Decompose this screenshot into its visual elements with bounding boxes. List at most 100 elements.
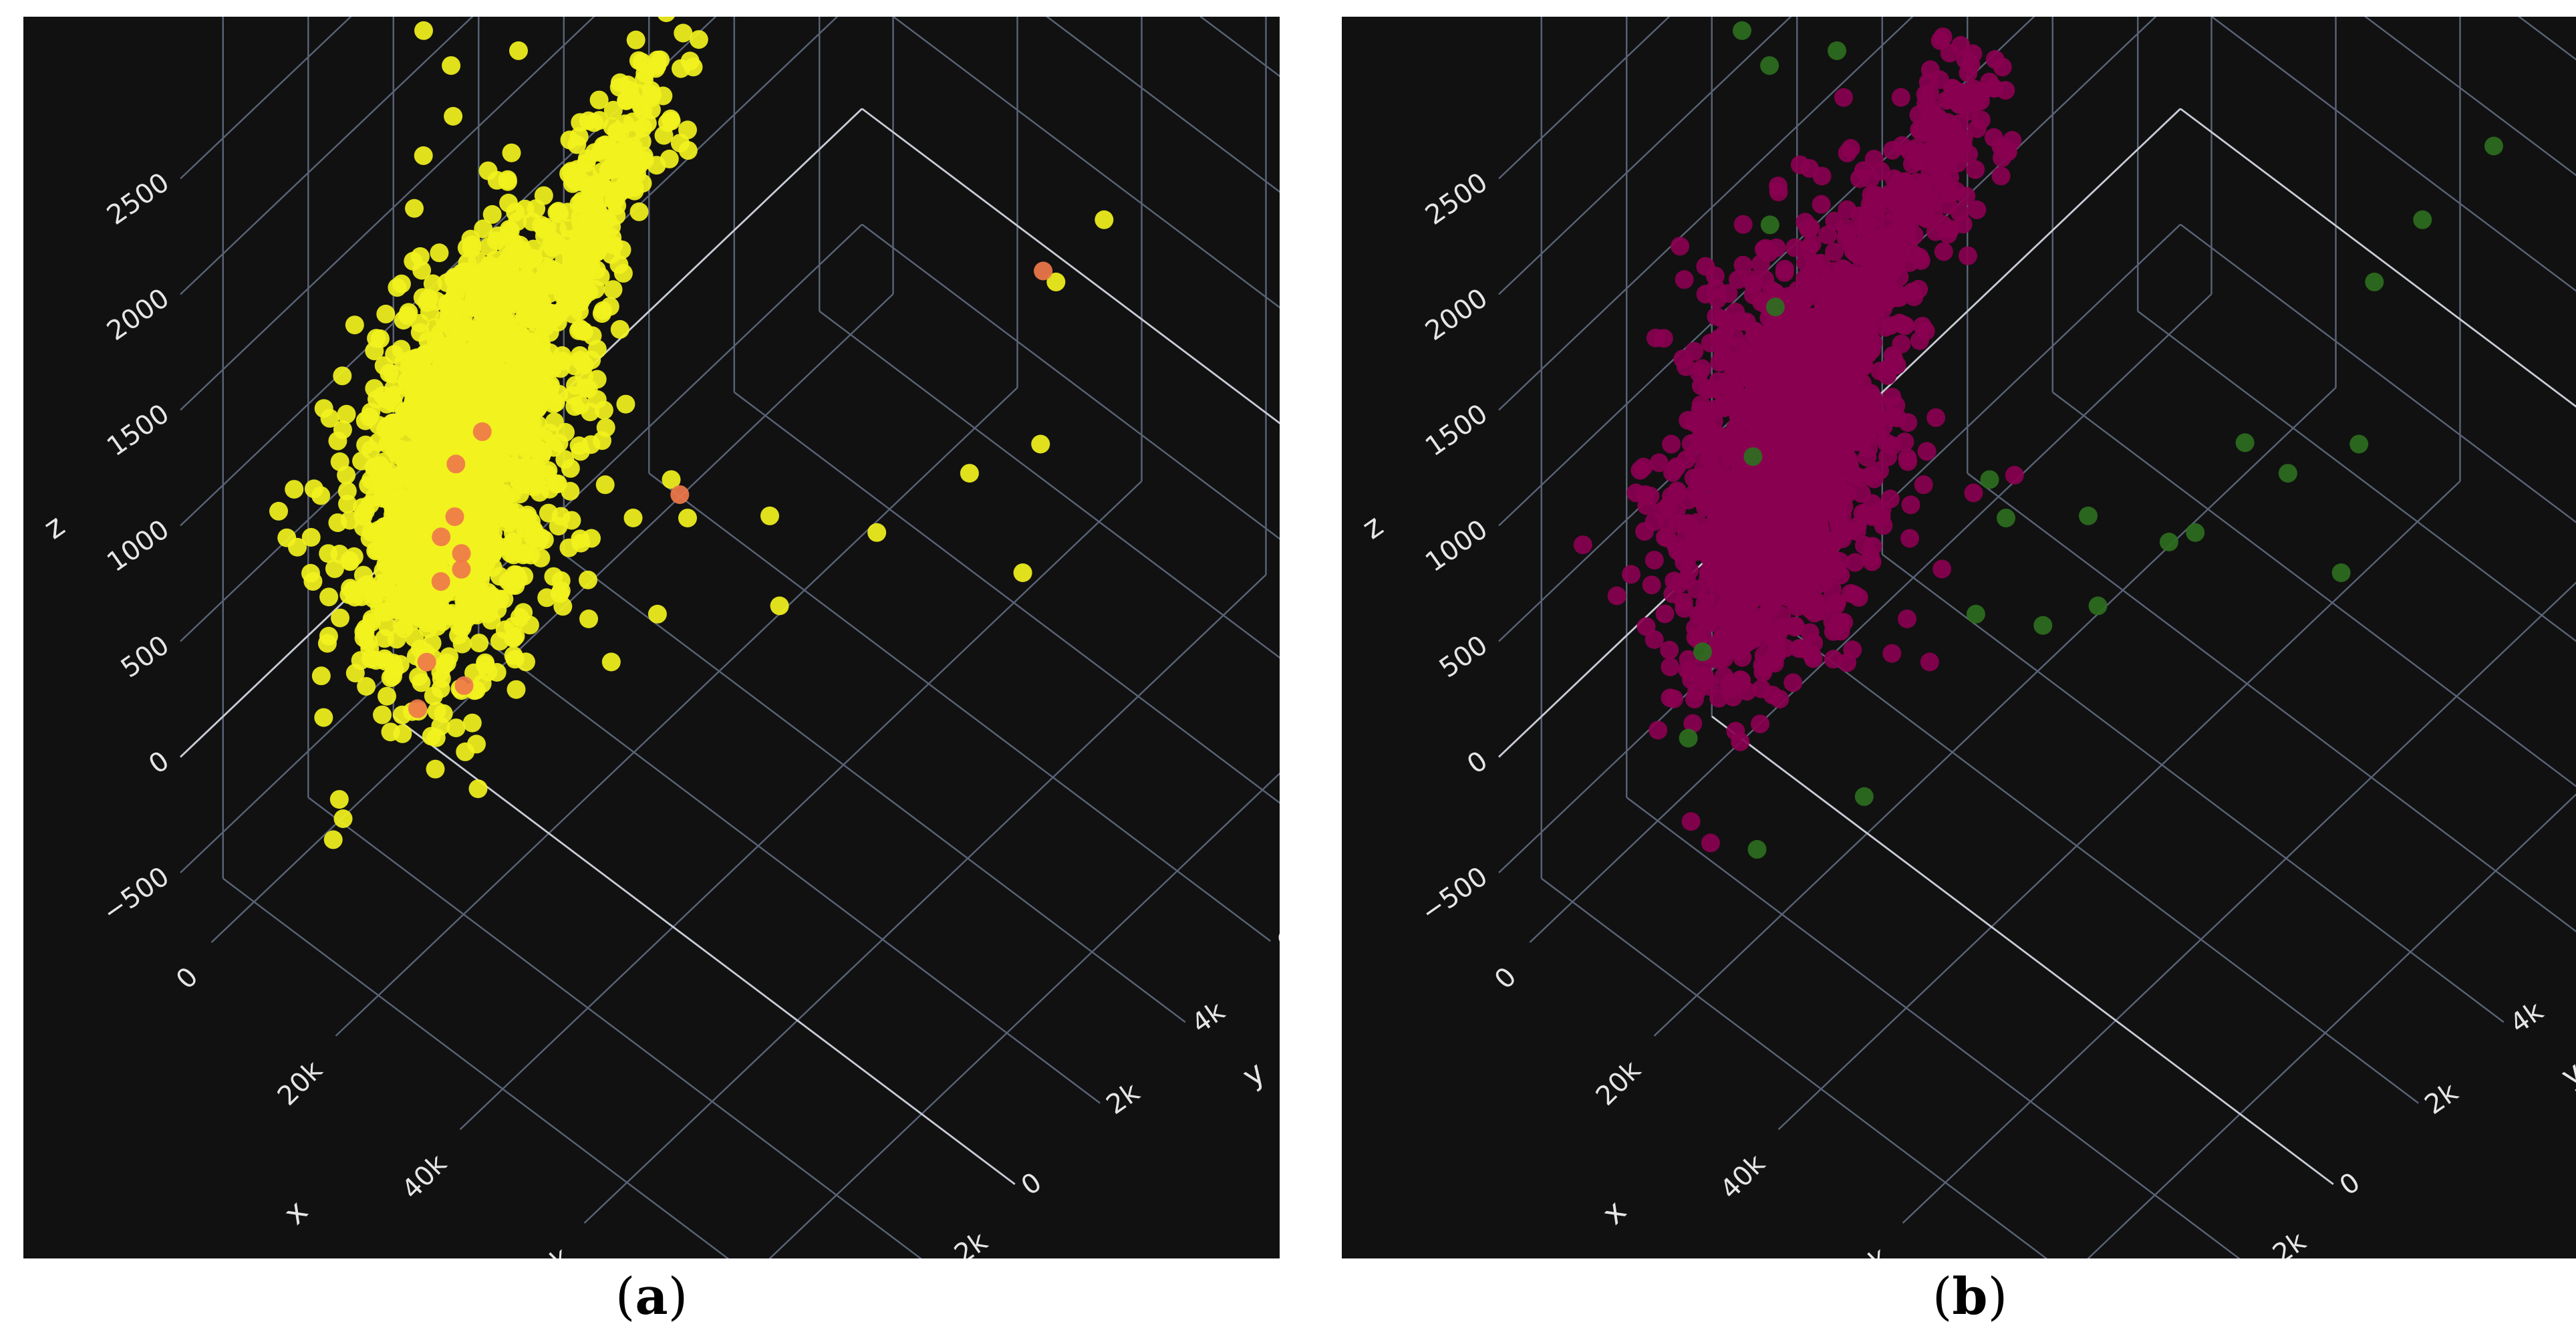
- data-point: [448, 388, 467, 408]
- data-point: [353, 517, 373, 537]
- data-point: [387, 563, 406, 582]
- data-point: [561, 482, 580, 501]
- data-point: [603, 100, 623, 120]
- data-point: [434, 656, 454, 675]
- caption-a-letter: a: [635, 1266, 668, 1326]
- data-point: [601, 652, 621, 672]
- grid-line-side-z: [861, 223, 1280, 540]
- data-point: [1915, 186, 1935, 205]
- grid-line-floor-x: [1529, 293, 2212, 943]
- data-point: [575, 228, 594, 247]
- data-point: [1921, 106, 1941, 125]
- x-tick-label: 0: [1489, 962, 1523, 996]
- data-point: [452, 544, 471, 563]
- data-point: [1776, 442, 1796, 461]
- data-point: [1719, 549, 1739, 568]
- z-tick-label: 2000: [1420, 283, 1493, 347]
- grid-line-floor-y: [2052, 391, 2576, 787]
- data-point: [420, 302, 439, 321]
- data-point: [406, 587, 425, 606]
- data-point: [323, 830, 343, 849]
- grid-line-floor-y: [307, 797, 922, 1258]
- data-point: [373, 489, 392, 508]
- data-point: [1811, 402, 1830, 421]
- data-point: [1934, 242, 1953, 261]
- data-point: [1916, 208, 1935, 227]
- grid-line-floor-x: [459, 481, 1143, 1130]
- data-point: [437, 604, 456, 624]
- data-point: [1685, 690, 1704, 708]
- data-point: [493, 301, 513, 321]
- grid-line-side-z: [2180, 108, 2576, 408]
- data-point: [1896, 176, 1915, 195]
- data-point: [1792, 325, 1811, 345]
- data-point: [1721, 585, 1739, 604]
- data-point: [486, 250, 505, 269]
- data-point: [356, 619, 376, 638]
- data-point: [507, 565, 526, 585]
- data-point: [1736, 470, 1755, 489]
- data-point: [502, 143, 521, 162]
- y-tick-label: 0: [2334, 1167, 2366, 1202]
- data-point: [1743, 285, 1763, 305]
- data-point: [376, 304, 396, 323]
- data-point: [427, 702, 446, 720]
- data-point: [629, 202, 649, 221]
- data-point: [574, 256, 593, 275]
- grid-line-floor-x: [1653, 387, 2337, 1037]
- data-point: [467, 606, 486, 625]
- data-point: [512, 446, 531, 466]
- data-point: [613, 263, 633, 283]
- data-point: [1626, 483, 1646, 503]
- data-point: [430, 498, 449, 517]
- data-point: [1735, 344, 1754, 363]
- data-point: [1898, 448, 1917, 468]
- data-point: [662, 470, 681, 489]
- data-point: [1819, 547, 1838, 566]
- data-point: [1753, 656, 1772, 675]
- data-point: [1841, 583, 1860, 603]
- data-point: [477, 495, 496, 514]
- data-point: [1826, 595, 1846, 615]
- data-point: [1854, 787, 1874, 806]
- data-point: [301, 528, 321, 547]
- data-point: [1926, 408, 1946, 427]
- grid-line-floor-y: [1796, 634, 2419, 1104]
- data-point: [364, 585, 383, 604]
- data-point: [626, 30, 646, 49]
- data-point: [543, 231, 562, 251]
- data-point: [1770, 332, 1790, 352]
- data-point: [577, 210, 597, 229]
- grid-line-back-z: [1498, 17, 2035, 527]
- data-point: [1883, 140, 1902, 160]
- caption-a: (a): [615, 1266, 688, 1326]
- data-point: [414, 146, 433, 165]
- x-tick-label: 40k: [1715, 1148, 1771, 1205]
- grid-line-side-z: [861, 108, 1280, 424]
- data-point: [1693, 359, 1711, 378]
- series-1: [408, 261, 1053, 718]
- data-point: [579, 570, 597, 589]
- grid-line-floor-y: [563, 553, 1186, 1023]
- data-point: [1882, 644, 1902, 663]
- data-point: [1829, 527, 1848, 546]
- data-point: [452, 559, 471, 579]
- data-point: [1901, 495, 1920, 515]
- data-point: [430, 243, 449, 263]
- data-point: [2186, 523, 2205, 542]
- data-point: [760, 506, 779, 525]
- data-point: [413, 288, 432, 307]
- data-point: [564, 170, 583, 189]
- data-point: [285, 480, 304, 499]
- data-point: [338, 495, 357, 513]
- data-point: [380, 462, 399, 482]
- data-point: [560, 130, 579, 150]
- grid-line-side-z: [1199, 17, 1280, 78]
- data-point: [1834, 613, 1854, 632]
- data-point: [1765, 297, 1785, 317]
- x-tick-label: 60k: [1839, 1242, 1896, 1258]
- data-point: [616, 394, 635, 414]
- data-point: [1914, 475, 1933, 495]
- data-point: [405, 198, 424, 218]
- data-point: [490, 589, 509, 609]
